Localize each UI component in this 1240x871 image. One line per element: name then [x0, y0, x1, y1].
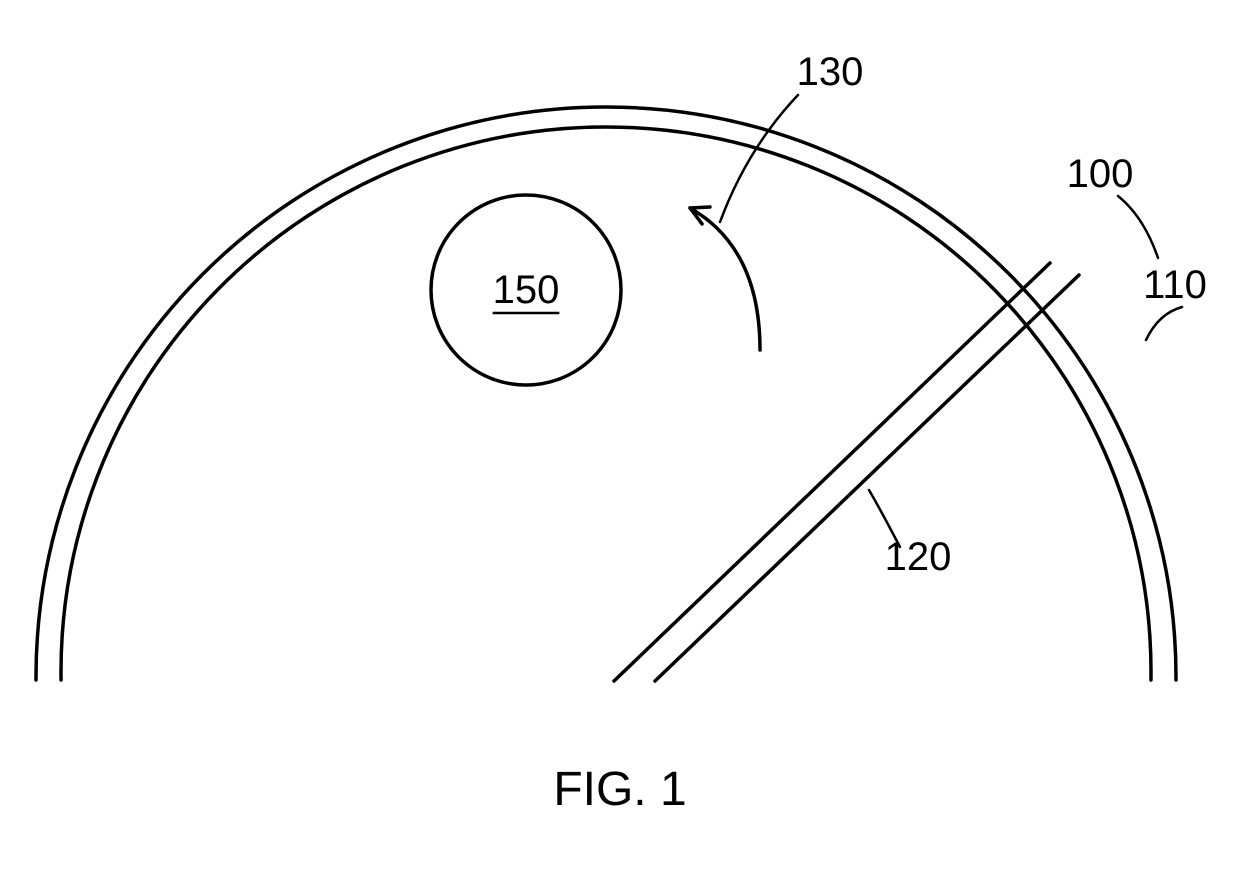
label-120: 120 — [885, 535, 952, 579]
leader-100 — [1118, 196, 1158, 258]
inner-arc — [61, 127, 1151, 680]
label-110: 110 — [1143, 263, 1207, 307]
label-150: 150 — [493, 268, 560, 312]
strut-line-2 — [655, 275, 1079, 681]
label-130: 130 — [797, 50, 864, 94]
figure-caption: FIG. 1 — [553, 763, 686, 816]
leader-110 — [1146, 307, 1182, 340]
label-100: 100 — [1067, 152, 1134, 196]
arrow-130-curve — [690, 208, 760, 350]
strut-line-1 — [614, 263, 1050, 681]
outer-arc — [36, 107, 1176, 680]
